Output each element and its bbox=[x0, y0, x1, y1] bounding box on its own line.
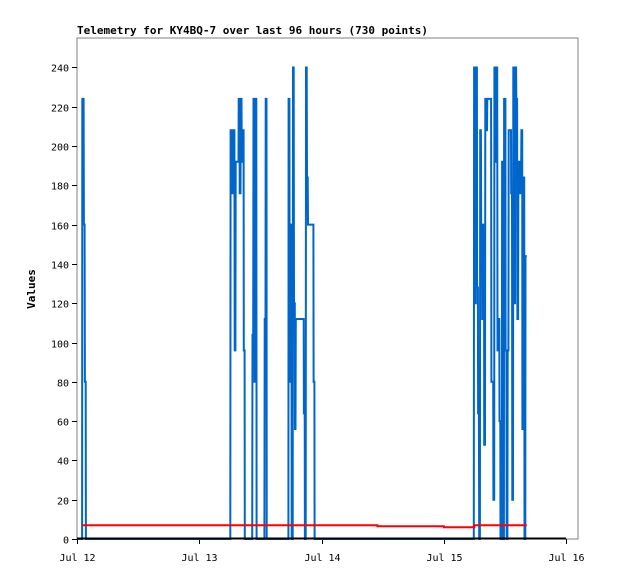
x-axis-ticks: Jul 12 Jul 13 Jul 14 Jul 15 Jul 16 bbox=[59, 539, 585, 564]
x-tick-label: Jul 13 bbox=[181, 553, 217, 564]
series-line-1 bbox=[77, 66, 527, 540]
series-line-2 bbox=[82, 524, 527, 529]
y-tick-label: 120 bbox=[51, 300, 69, 311]
x-tick-label: Jul 15 bbox=[426, 553, 462, 564]
y-axis-label: Values bbox=[25, 269, 38, 309]
y-tick-label: 100 bbox=[51, 340, 69, 351]
y-tick-label: 20 bbox=[57, 497, 69, 508]
y-tick-label: 60 bbox=[57, 418, 69, 429]
y-tick-label: 200 bbox=[51, 143, 69, 154]
x-tick-label: Jul 14 bbox=[304, 553, 340, 564]
y-tick-label: 240 bbox=[51, 64, 69, 75]
y-tick-label: 0 bbox=[63, 536, 69, 547]
x-tick-label: Jul 16 bbox=[548, 553, 584, 564]
y-tick-label: 220 bbox=[51, 104, 69, 115]
chart-title: Telemetry for KY4BQ-7 over last 96 hours… bbox=[77, 24, 428, 37]
y-tick-label: 160 bbox=[51, 222, 69, 233]
y-tick-label: 80 bbox=[57, 379, 69, 390]
y-tick-label: 140 bbox=[51, 261, 69, 272]
y-tick-label: 180 bbox=[51, 182, 69, 193]
y-axis-ticks: 0 20 40 60 80 100 120 140 160 180 200 220 240 bbox=[51, 64, 77, 547]
y-tick-label: 40 bbox=[57, 457, 69, 468]
x-tick-label: Jul 12 bbox=[59, 553, 95, 564]
series-layer bbox=[77, 66, 527, 540]
